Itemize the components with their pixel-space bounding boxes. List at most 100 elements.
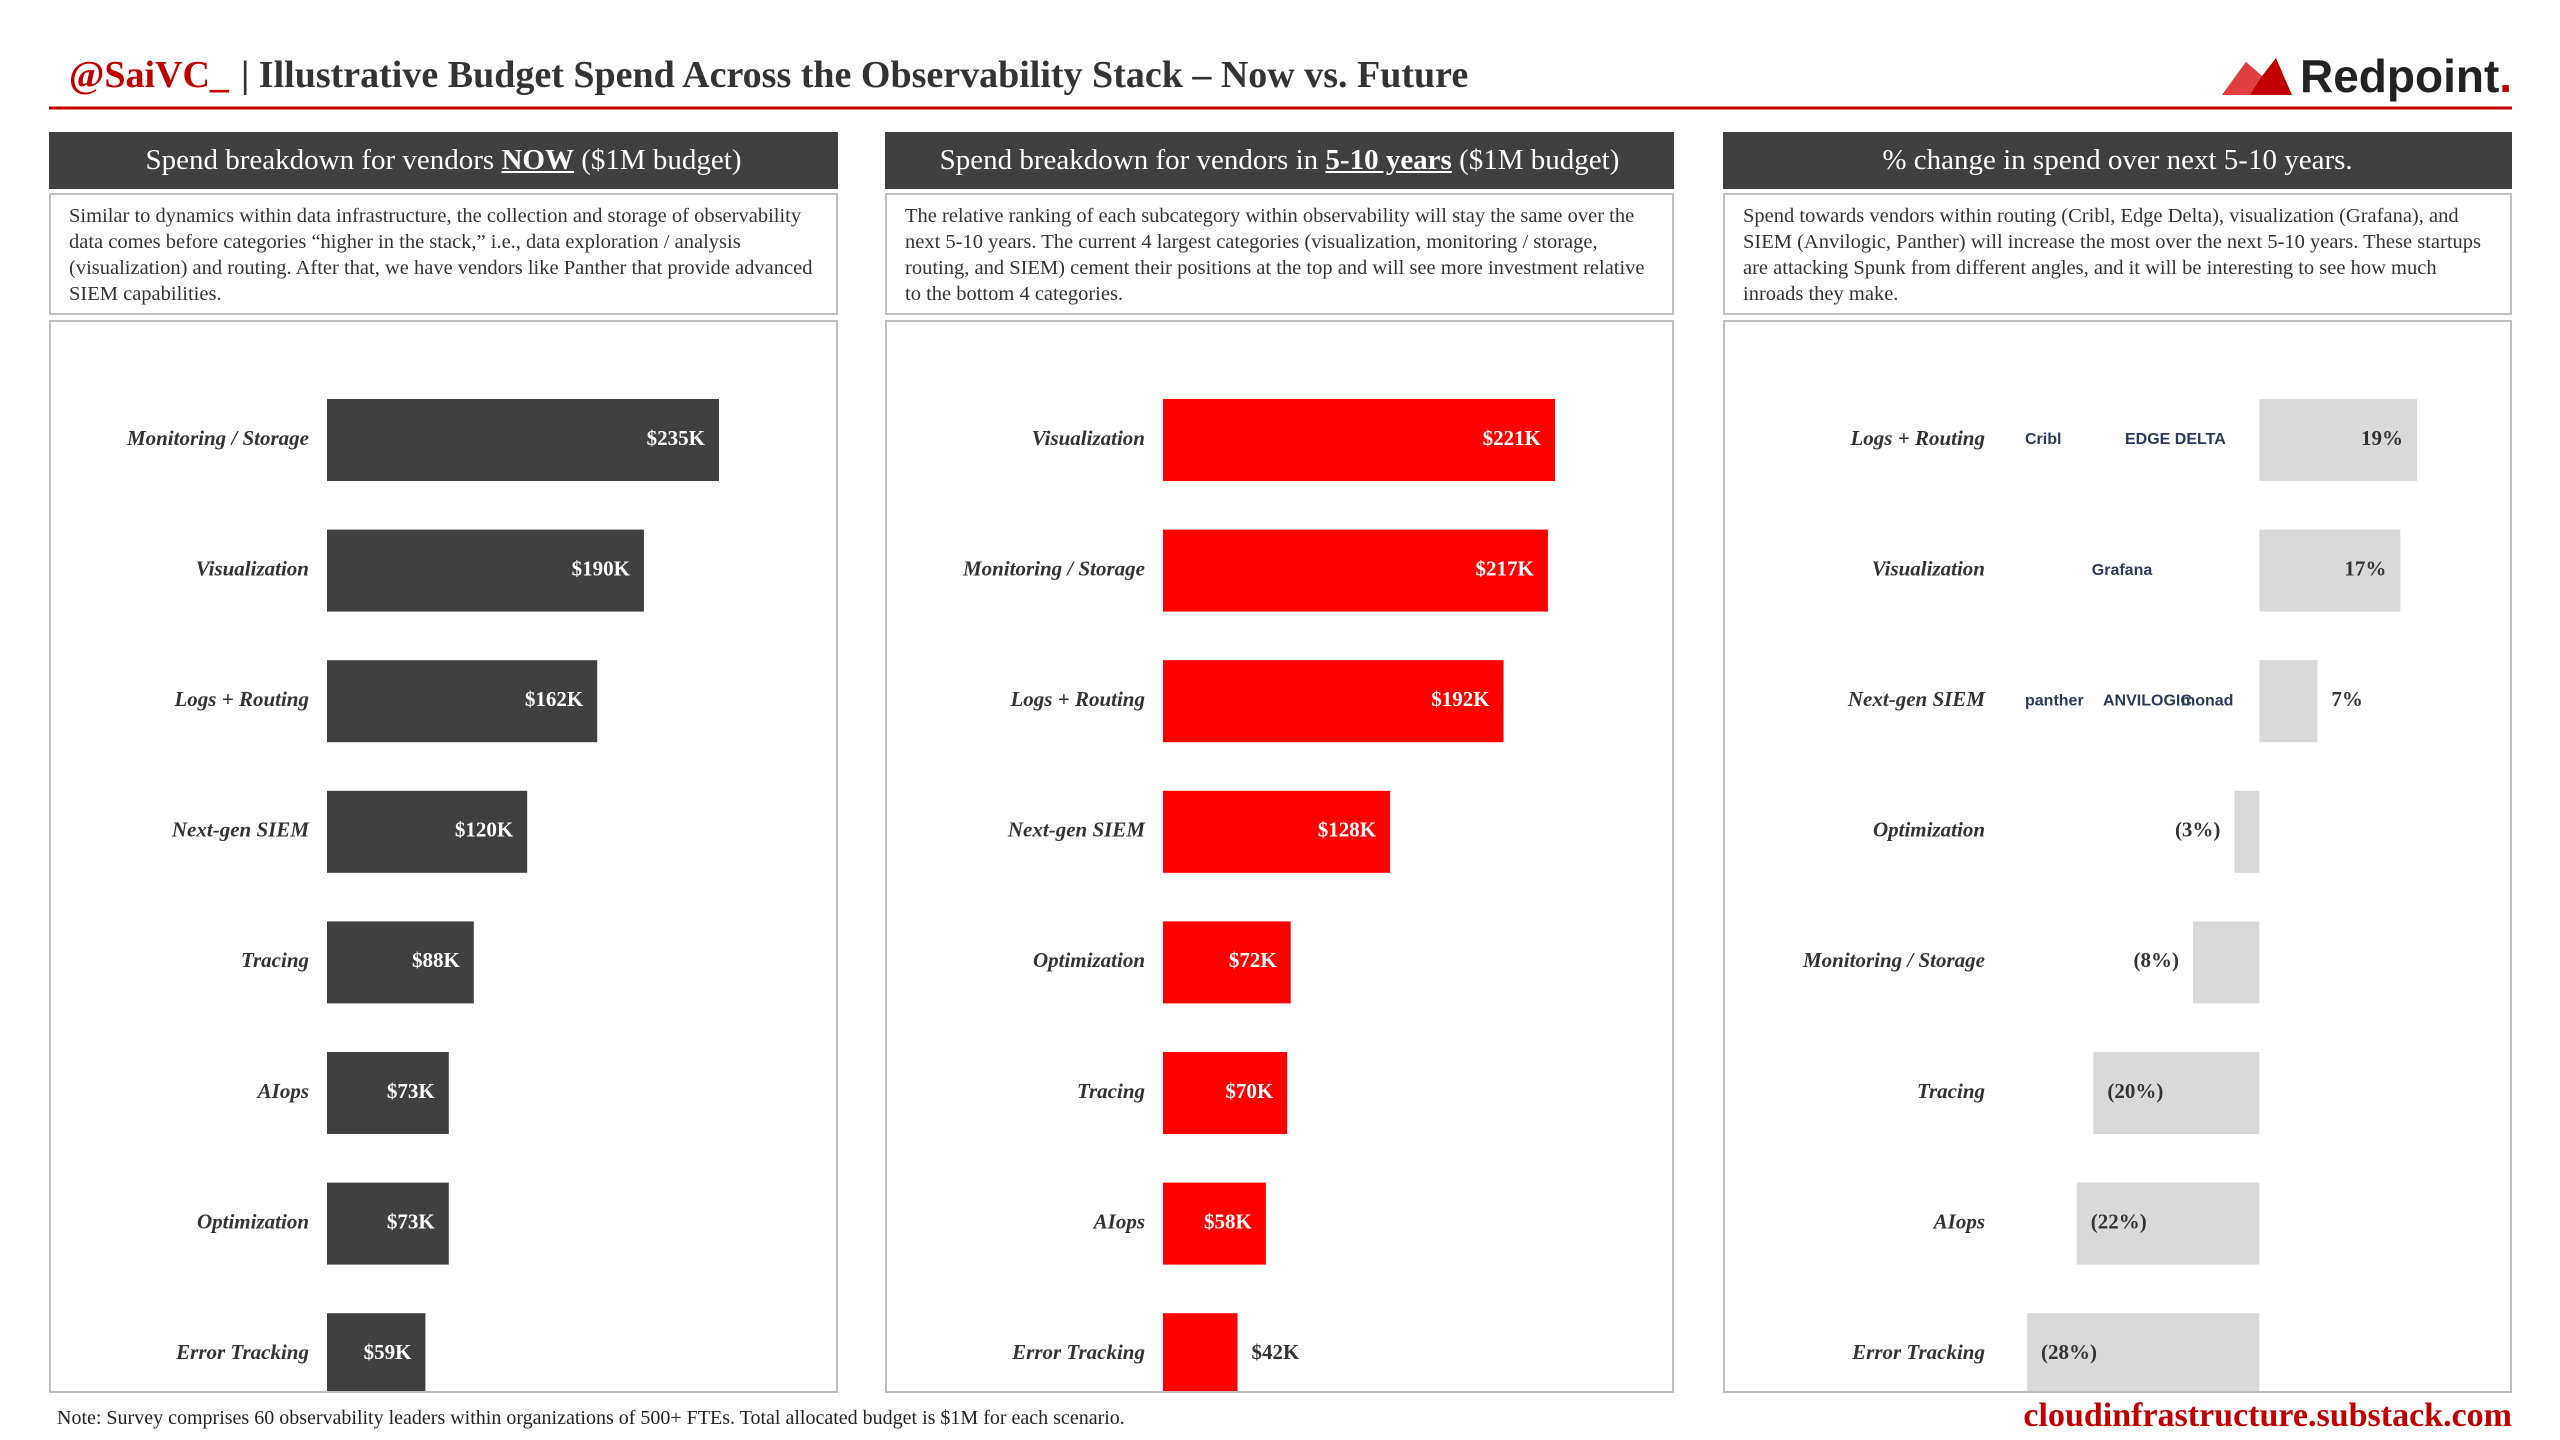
value-label: $120K	[455, 818, 514, 842]
bar	[1163, 529, 1548, 612]
value-label: (3%)	[2175, 818, 2221, 842]
bar	[2259, 660, 2318, 743]
category-label: Tracing	[241, 948, 309, 972]
value-label: $59K	[364, 1340, 413, 1364]
value-label: $73K	[387, 1079, 436, 1103]
category-label: Visualization	[1032, 426, 1145, 450]
bar	[1163, 399, 1555, 481]
value-label: $72K	[1229, 948, 1278, 972]
bar	[327, 1182, 449, 1265]
chart-box: Monitoring / Storage $235K Visualization $1…	[49, 320, 838, 1393]
category-label: Error Tracking	[1011, 1340, 1145, 1364]
chart-box: Logs + Routing 19% Cribl EDGE DELTA Visualiz…	[1723, 320, 2512, 1393]
note: Note: Survey comprises 60 observability …	[57, 1407, 1125, 1429]
logo-text: Redpoint	[2300, 50, 2499, 102]
bar	[1163, 1313, 1238, 1391]
value-label: (8%)	[2133, 948, 2179, 972]
bar	[2076, 1182, 2260, 1265]
vendor-logo: monad	[2181, 692, 2233, 709]
panel-title: Spend breakdown for vendors NOW ($1M bud…	[49, 132, 838, 189]
vendor-logo: EDGE DELTA	[2125, 431, 2226, 448]
value-label: $128K	[1318, 818, 1377, 842]
category-label: Error Tracking	[1851, 1340, 1985, 1364]
category-label: Visualization	[196, 556, 309, 580]
category-label: AIops	[1932, 1209, 1985, 1233]
panel-description: Similar to dynamics within data infrastr…	[49, 193, 838, 315]
category-label: Optimization	[197, 1209, 309, 1233]
title-part: Spend breakdown for vendors in	[939, 144, 1326, 176]
title-part: NOW	[501, 144, 574, 176]
bar	[2093, 1052, 2260, 1134]
vendor-logo: Cribl	[2025, 431, 2061, 448]
logo-mark	[2222, 62, 2262, 95]
bar	[327, 921, 474, 1004]
category-label: Optimization	[1873, 818, 1985, 842]
vendor-logo: panther	[2025, 692, 2084, 709]
category-label: Visualization	[1872, 556, 1985, 580]
bar	[2259, 529, 2401, 612]
category-label: Monitoring / Storage	[1802, 948, 1985, 972]
vendor-logo: Grafana	[2092, 562, 2153, 579]
value-label: (28%)	[2041, 1340, 2097, 1364]
value-label: $88K	[412, 948, 461, 972]
bar	[1163, 1182, 1266, 1265]
header: @SaiVC_ | Illustrative Budget Spend Acros…	[49, 50, 2512, 110]
category-label: Tracing	[1917, 1079, 1985, 1103]
handle: @SaiVC_	[69, 54, 230, 96]
panel-description: The relative ranking of each subcategory…	[885, 193, 1674, 315]
category-label: Next-gen SIEM	[1007, 818, 1146, 842]
chart: Visualization $221K Monitoring / Storage $2…	[962, 399, 1555, 1391]
value-label: 7%	[2331, 687, 2363, 711]
category-label: AIops	[256, 1079, 309, 1103]
category-label: Monitoring / Storage	[962, 556, 1145, 580]
panel-title: Spend breakdown for vendors in 5-10 year…	[885, 132, 1674, 189]
chart-box: Visualization $221K Monitoring / Storage $2…	[885, 320, 1674, 1393]
value-label: $235K	[647, 426, 706, 450]
bar	[1163, 1052, 1288, 1134]
bar	[2192, 921, 2260, 1004]
category-label: Tracing	[1077, 1079, 1145, 1103]
category-label: Logs + Routing	[173, 687, 309, 711]
bar	[327, 790, 528, 873]
bar	[1163, 660, 1504, 743]
chart: Monitoring / Storage $235K Visualization $1…	[126, 399, 719, 1391]
value-label: $190K	[572, 556, 631, 580]
value-label: $73K	[387, 1209, 436, 1233]
chart: Logs + Routing 19% Cribl EDGE DELTA Visualiz…	[1802, 399, 2417, 1391]
category-label: Logs + Routing	[1849, 426, 1985, 450]
category-label: Error Tracking	[175, 1340, 309, 1364]
value-label: $192K	[1431, 687, 1490, 711]
panel-description: Spend towards vendors within routing (Cr…	[1723, 193, 2512, 315]
value-label: 19%	[2361, 426, 2403, 450]
title-part: Spend breakdown for vendors	[145, 144, 502, 176]
value-label: $221K	[1483, 426, 1542, 450]
bar	[2259, 399, 2417, 481]
value-label: $42K	[1251, 1340, 1300, 1364]
value-label: 17%	[2344, 556, 2386, 580]
value-label: $58K	[1204, 1209, 1253, 1233]
title: | Illustrative Budget Spend Across the O…	[241, 54, 1468, 96]
bar	[327, 1313, 426, 1391]
bar	[327, 399, 719, 481]
vendor-logo: ANVILOGIC	[2103, 692, 2192, 709]
category-label: Next-gen SIEM	[171, 818, 310, 842]
bar	[1163, 790, 1391, 873]
bar	[327, 1052, 449, 1134]
title-part: % change in spend over next 5-10 years.	[1882, 144, 2353, 176]
panel-title: % change in spend over next 5-10 years.	[1723, 132, 2512, 189]
value-label: (22%)	[2091, 1209, 2147, 1233]
title-part: 5-10 years	[1325, 144, 1452, 176]
bar	[2027, 1313, 2260, 1391]
value-label: (20%)	[2107, 1079, 2163, 1103]
bar	[327, 660, 598, 743]
logo-dot: .	[2499, 50, 2512, 102]
value-label: $162K	[525, 687, 584, 711]
category-label: AIops	[1092, 1209, 1145, 1233]
header-title: @SaiVC_ | Illustrative Budget Spend Acros…	[69, 54, 1468, 96]
title-part: ($1M budget)	[1451, 144, 1620, 176]
source: cloudinfrastructure.substack.com	[2023, 1397, 2512, 1434]
bar	[2234, 790, 2260, 873]
value-label: $217K	[1476, 556, 1535, 580]
bar	[1163, 921, 1291, 1004]
